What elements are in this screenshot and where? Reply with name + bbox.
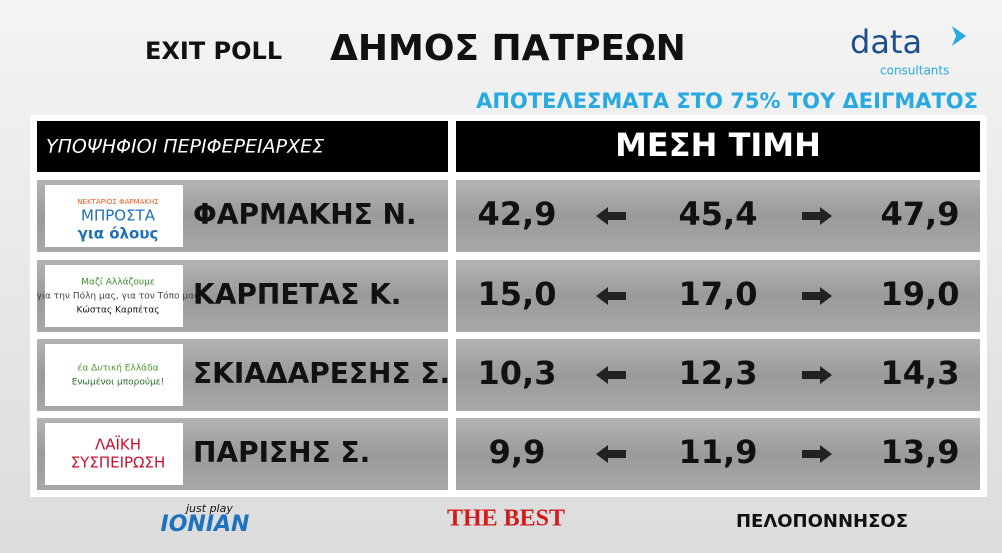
sponsor: ΠΕΛΟΠΟΝΝΗΣΟΣ [736, 511, 908, 532]
estimate: 13,9 [881, 433, 960, 471]
arrow-left [596, 287, 626, 305]
logo-text: ΣΥΣΠΕΙΡΩΣΗ [71, 454, 166, 472]
party-logo [45, 265, 183, 327]
logo-text: έα Δυτική Ελλάδα [77, 363, 158, 374]
estimate: 9,9 [489, 433, 546, 471]
arrow-right [802, 366, 832, 384]
logo-text: Κώστας Καρπέτας [76, 305, 159, 316]
arrow-right [802, 287, 832, 305]
row-cell [456, 418, 980, 490]
estimate: 45,4 [679, 195, 758, 233]
candidate-name: ΣΚΙΑΔΑΡΕΣΗΣ Σ. [193, 357, 450, 390]
row-cell [456, 260, 980, 332]
sponsor: just play [184, 502, 233, 515]
candidate-name: ΚΑΡΠΕΤΑΣ Κ. [193, 278, 401, 311]
logo-text: για όλους [78, 225, 159, 243]
arrow-left [596, 445, 626, 463]
logo-text: ΜΠΡΟΣΤΑ [81, 207, 156, 225]
logo-text: ΝΕΚΤΑΡΙΟΣ ΦΑΡΜΑΚΗΣ [77, 198, 158, 206]
sponsor: IONIAN [161, 512, 250, 537]
logo-text: ΛΑΪΚΗ [95, 435, 141, 454]
arrow-right [802, 445, 832, 463]
candidate-name: ΦΑΡΜΑΚΗΣ Ν. [193, 198, 417, 231]
header-cell [37, 121, 448, 172]
row-cell [456, 339, 980, 411]
brand-icon [952, 26, 966, 46]
row-cell [456, 180, 980, 252]
party-logo [45, 344, 183, 406]
estimate: 12,3 [679, 354, 758, 392]
estimate: 14,3 [881, 354, 960, 392]
logo-text: για την Πόλη μας, για τον Τόπο μας [37, 291, 200, 302]
arrow-left [596, 366, 626, 384]
estimate: 17,0 [679, 275, 758, 313]
estimate: 11,9 [679, 433, 758, 471]
estimate: 47,9 [881, 195, 960, 233]
party-logo [45, 185, 183, 247]
estimate: 15,0 [478, 275, 557, 313]
column-header: ΥΠΟΨΗΦΙΟΙ ΠΕΡΙΦΕΡΕΙΑΡΧΕΣ [46, 136, 324, 158]
estimate: 42,9 [478, 195, 557, 233]
title: ΔΗΜΟΣ ΠΑΤΡΕΩΝ [330, 28, 686, 69]
title-prefix: EXIT POLL [145, 37, 282, 65]
estimate: 19,0 [881, 275, 960, 313]
column-header: ΜΕΣΗ ΤΙΜΗ [615, 126, 821, 164]
brand-sub: consultants [880, 64, 949, 78]
header-cell [456, 121, 980, 172]
logo-text: Ενωμένοι μπορούμε! [72, 377, 165, 388]
subtitle: ΑΠΟΤΕΛΕΣΜΑΤΑ ΣΤΟ 75% ΤΟΥ ΔΕΙΓΜΑΤΟΣ [476, 89, 978, 113]
brand: data [850, 23, 922, 61]
estimate: 10,3 [478, 354, 557, 392]
sponsor: THE BEST [447, 506, 565, 532]
arrow-left [596, 207, 626, 225]
party-logo [45, 423, 183, 485]
arrow-right [802, 207, 832, 225]
logo-text: Μαζί Αλλάζουμε [81, 278, 155, 288]
candidate-name: ΠΑΡΙΣΗΣ Σ. [193, 436, 370, 469]
